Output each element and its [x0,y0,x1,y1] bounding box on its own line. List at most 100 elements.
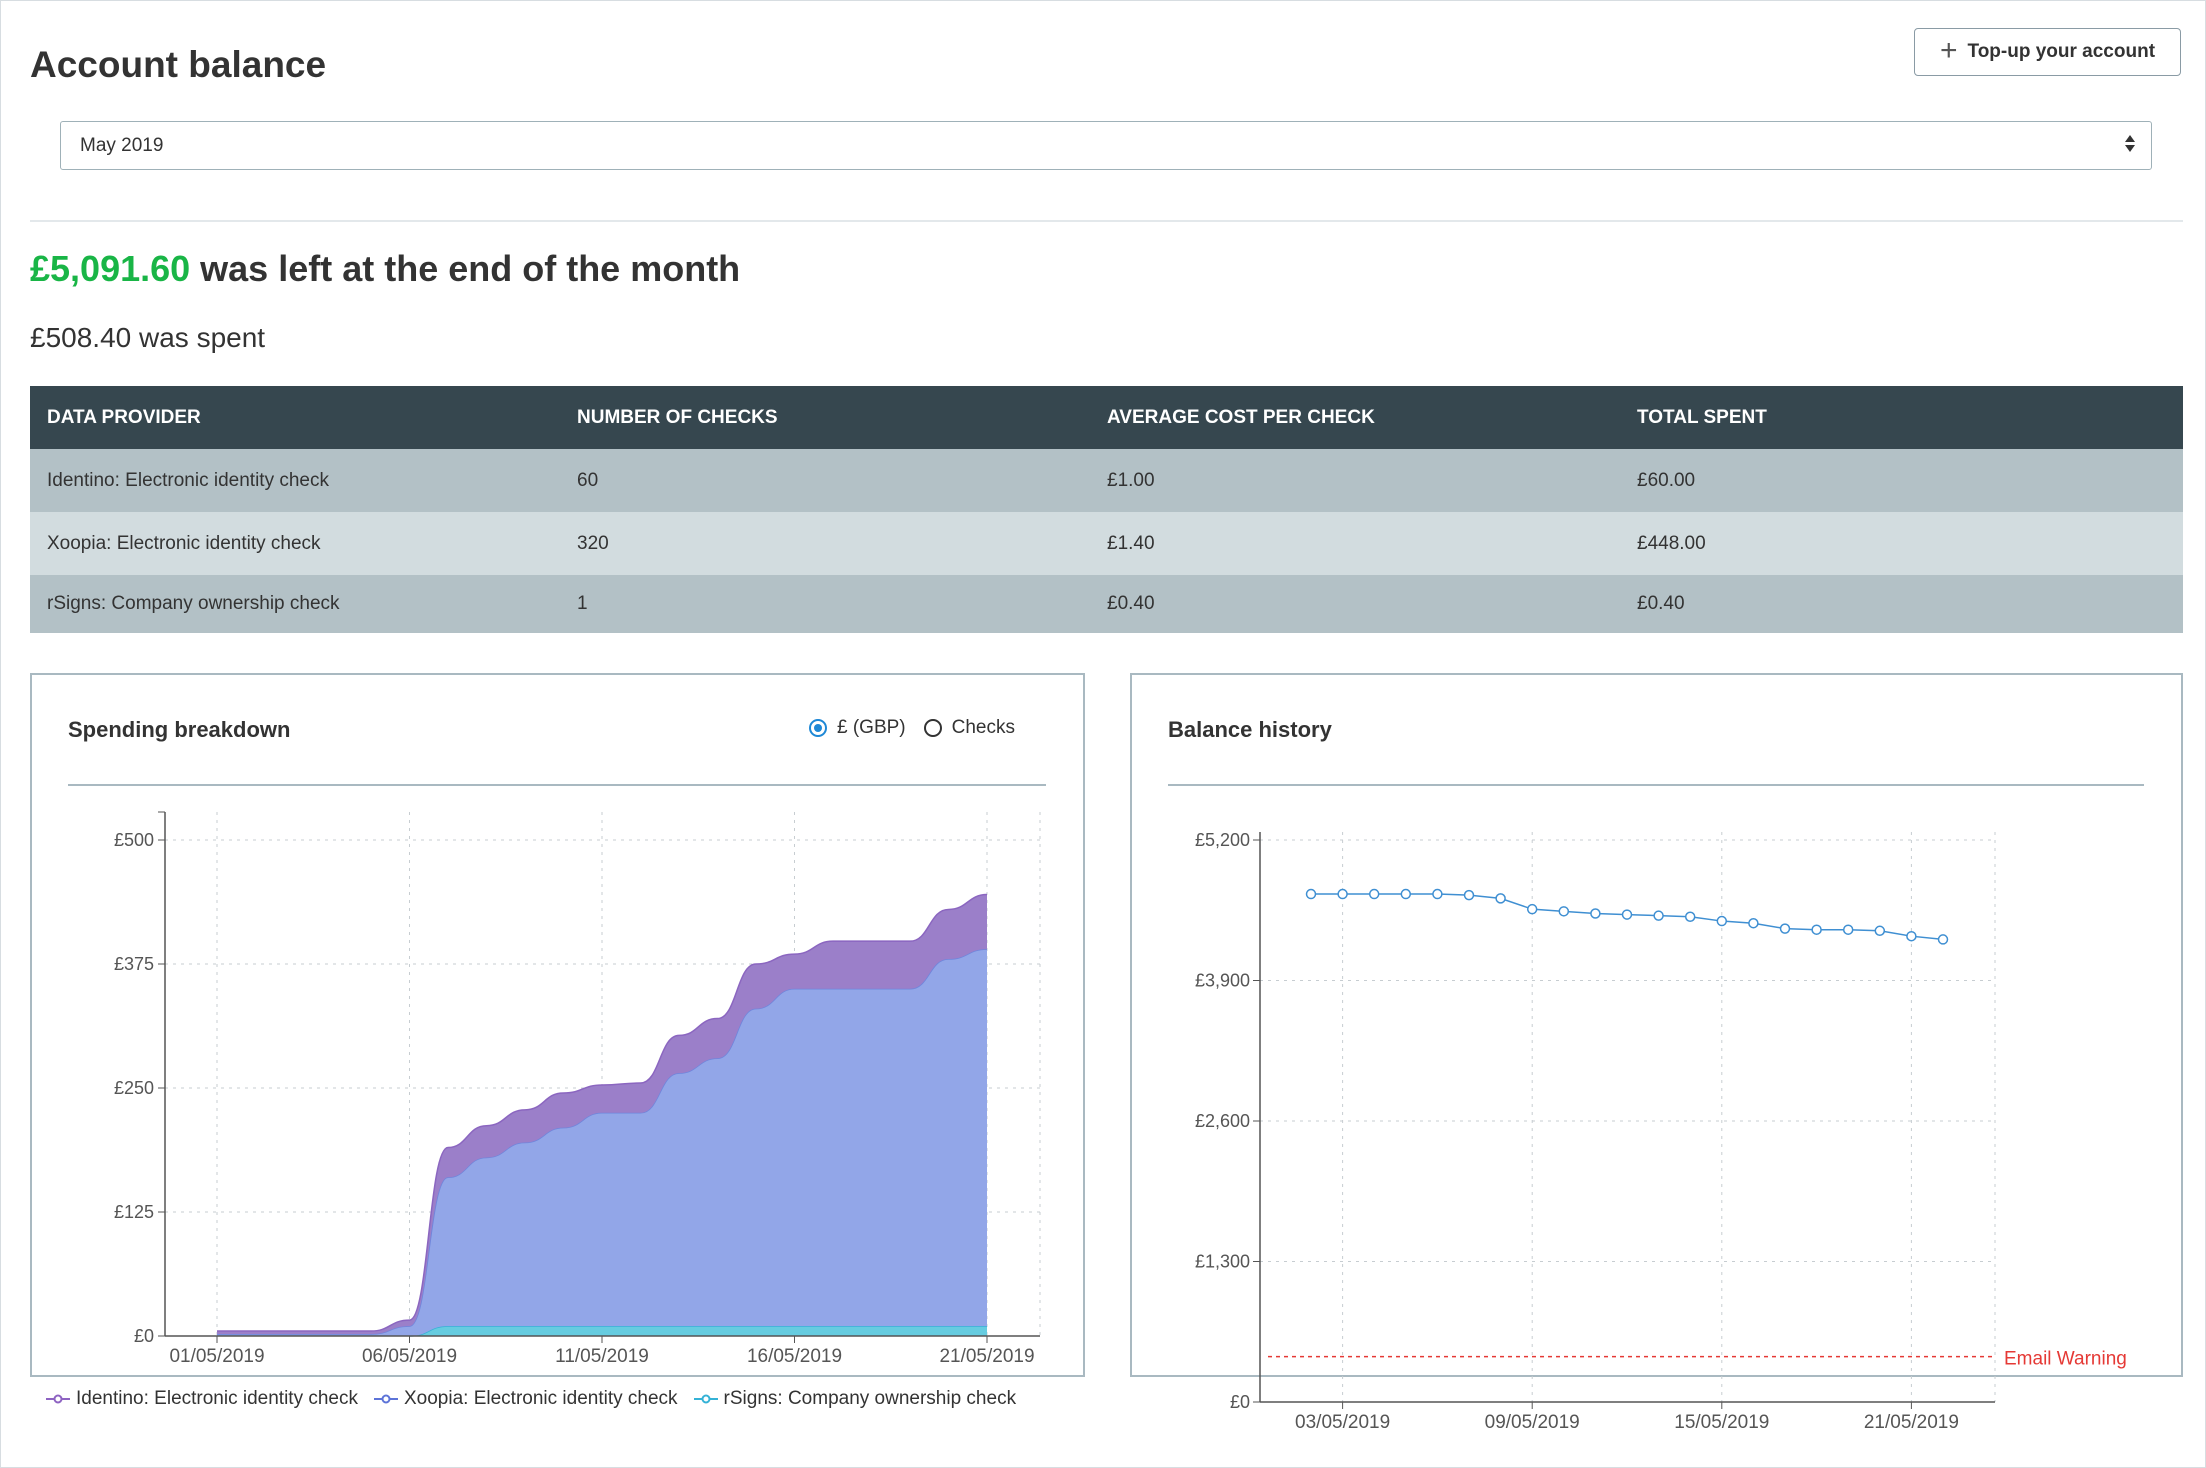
spending-legend: Identino: Electronic identity check Xoop… [46,1388,1016,1410]
x-tick-label: 21/05/2019 [1864,1412,1959,1430]
amount-spent: £508.40 was spent [30,322,266,353]
y-tick-label: £3,900 [1195,971,1250,991]
area-series-line [217,893,988,1332]
balance-point [1748,917,1759,929]
balance-point [1558,906,1570,917]
balance-point [1621,909,1633,920]
balance-chart: £0 £1,300 £2,600 £3,900 £5,200 Email Warning 0… [1195,830,2127,1430]
sort-arrows-icon [2125,135,2135,152]
balance-point [1590,908,1601,919]
y-tick-label: £5,200 [1195,830,1250,850]
legend-label: rSigns: Company ownership check [723,1388,1017,1409]
currency-toggle: £ (GBP) Checks [809,717,1033,739]
table-cell: £1.00 [1090,449,1620,512]
topup-label: Top-up your account [1967,41,2156,62]
section-divider [30,220,2183,222]
balance-point [1779,923,1791,934]
column-header: DATA PROVIDER [30,386,560,449]
email-warning-label: Email Warning [2004,1349,2127,1370]
column-header: NUMBER OF CHECKS [560,386,1090,449]
balance-point [1906,930,1917,942]
table-cell: £448.00 [1620,512,2183,575]
table-cell: Xoopia: Electronic identity check [30,512,560,575]
x-tick-label: 09/05/2019 [1485,1412,1580,1430]
balance-point [1400,888,1412,900]
month-select-value: May 2019 [80,134,164,156]
area-series [409,1326,987,1336]
line-marker-icon [693,1394,718,1404]
balance-point [1368,888,1380,900]
table-cell: £60.00 [1620,449,2183,512]
y-tick-label: £1,300 [1195,1252,1250,1272]
radio-unselected-icon [923,719,942,737]
balance-left-text: was left at the end of the month [190,248,741,289]
balance-point [1874,925,1886,937]
radio-selected-icon [809,719,827,737]
x-tick-label: 06/05/2019 [362,1346,457,1367]
balance-history-title: Balance history [1168,717,1332,742]
radio-checks-label: Checks [951,717,1015,738]
y-tick-label: £0 [134,1326,154,1346]
line-marker-icon [374,1394,398,1404]
balance-point [1937,934,1949,945]
page-title: Account balance [30,44,327,85]
x-tick-label: 11/05/2019 [555,1346,649,1367]
legend-item-identino[interactable]: Identino: Electronic identity check [46,1388,358,1410]
y-tick-label: £0 [1230,1392,1250,1412]
table-cell: £0.40 [1620,575,2183,633]
balance-summary: £5,091.60 was left at the end of the mon… [30,248,740,290]
legend-item-rsigns[interactable]: rSigns: Company ownership check [693,1388,1017,1410]
card-divider [1168,784,2144,786]
balance-point [1432,888,1443,900]
table-header-row: DATA PROVIDER NUMBER OF CHECKS AVERAGE C… [30,386,2183,449]
x-tick-label: 15/05/2019 [1674,1412,1769,1430]
balance-point [1716,915,1728,927]
x-tick-label: 21/05/2019 [939,1346,1034,1367]
legend-label: Xoopia: Electronic identity check [404,1388,678,1409]
radio-checks[interactable]: Checks [923,717,1015,739]
balance-point [1811,924,1822,935]
y-tick-label: £375 [114,954,154,974]
balance-point [1305,888,1317,900]
table-cell: 1 [560,575,1090,633]
balance-point [1842,924,1854,935]
balance-point [1526,903,1538,915]
provider-table: DATA PROVIDER NUMBER OF CHECKS AVERAGE C… [30,386,2183,633]
table-cell: 320 [560,512,1090,575]
topup-button[interactable]: + Top-up your account [1914,28,2181,76]
table-row: Xoopia: Electronic identity check 320 £1… [30,512,2183,575]
legend-item-xoopia[interactable]: Xoopia: Electronic identity check [374,1388,678,1410]
y-tick-label: £2,600 [1195,1111,1250,1131]
card-divider [68,784,1046,786]
column-header: TOTAL SPENT [1620,386,2183,449]
radio-gbp[interactable]: £ (GBP) [809,717,906,739]
balance-point [1337,888,1348,900]
table-cell: £1.40 [1090,512,1620,575]
x-tick-label: 16/05/2019 [747,1346,842,1367]
table-row: Identino: Electronic identity check 60 £… [30,449,2183,512]
area-series [217,949,987,1336]
table-cell: £0.40 [1090,575,1620,633]
x-tick-label: 03/05/2019 [1295,1412,1390,1430]
table-row: rSigns: Company ownership check 1 £0.40 … [30,575,2183,633]
spending-chart: £0 £125 £250 £375 £500 01/05/2019 06/05/2019 11… [114,811,1041,1367]
y-tick-label: £125 [114,1202,154,1222]
table-cell: rSigns: Company ownership check [30,575,560,633]
y-tick-label: £250 [114,1078,154,1098]
y-tick-label: £500 [114,830,154,850]
table-cell: Identino: Electronic identity check [30,449,560,512]
plus-icon: + [1939,33,1958,67]
balance-point [1495,893,1506,904]
radio-gbp-label: £ (GBP) [837,717,906,738]
balance-history-card: Balance history [1130,673,2183,1377]
line-marker-icon [46,1394,70,1404]
balance-point [1653,910,1664,921]
legend-label: Identino: Electronic identity check [76,1388,358,1409]
balance-point [1684,911,1696,922]
balance-left-amount: £5,091.60 [30,248,191,289]
x-tick-label: 01/05/2019 [169,1346,264,1367]
balance-point [1463,889,1475,901]
column-header: AVERAGE COST PER CHECK [1090,386,1620,449]
month-select[interactable]: May 2019 [60,121,2152,170]
spending-breakdown-title: Spending breakdown [68,717,291,742]
